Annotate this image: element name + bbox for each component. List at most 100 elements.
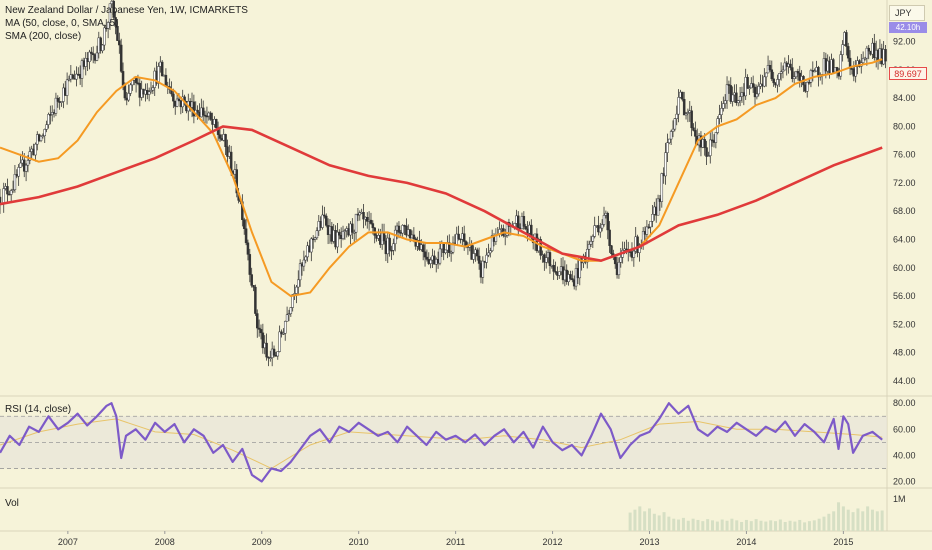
candle-body	[289, 307, 293, 314]
candle-body	[257, 327, 261, 330]
rsi-axis-label: 20.00	[893, 476, 916, 486]
candle-body	[112, 0, 115, 18]
candle-body	[770, 69, 774, 80]
candle-body	[278, 331, 281, 352]
candle-body	[718, 114, 721, 119]
candle-body	[649, 221, 652, 228]
candle-body	[703, 139, 706, 148]
candle-body	[647, 226, 651, 229]
candle-body	[75, 73, 78, 80]
candle-body	[846, 46, 850, 59]
volume-bar	[715, 521, 719, 531]
candle-body	[522, 216, 526, 227]
candle-body	[177, 98, 181, 102]
candle-body	[854, 66, 857, 77]
candle-body	[690, 110, 693, 129]
candle-body	[248, 254, 252, 275]
candle-body	[832, 59, 835, 73]
candle-body	[490, 235, 494, 252]
candle-body	[401, 225, 404, 234]
candle-body	[692, 127, 695, 131]
candle-body	[24, 164, 28, 172]
candle-body	[539, 239, 542, 256]
candle-body	[606, 212, 609, 231]
candle-body	[617, 261, 621, 276]
vol-legend[interactable]: Vol	[5, 498, 19, 509]
candle-body	[748, 87, 751, 90]
candle-body	[313, 237, 317, 240]
volume-bar	[740, 521, 744, 531]
candle-body	[242, 219, 246, 229]
candle-body	[88, 51, 91, 63]
candle-body	[250, 274, 253, 286]
volume-bar	[652, 513, 656, 531]
candle-body	[781, 69, 785, 72]
candle-body	[321, 214, 324, 228]
candle-body	[425, 256, 429, 260]
candle-body	[108, 3, 112, 23]
candle-body	[681, 91, 684, 100]
price-axis-label: 84.00	[893, 93, 916, 103]
volume-axis-label: 1M	[893, 494, 906, 504]
candle-body	[746, 77, 749, 89]
candle-body	[714, 132, 718, 143]
candle-body	[362, 212, 365, 220]
current-price-label: 89.697	[889, 67, 927, 80]
candle-body	[34, 143, 37, 156]
volume-bar	[812, 520, 816, 531]
candle-body	[56, 97, 60, 102]
candle-body	[571, 278, 574, 281]
candle-body	[884, 49, 887, 62]
candle-body	[619, 257, 623, 263]
candle-body	[682, 98, 686, 116]
candle-body	[47, 114, 50, 125]
candle-body	[119, 44, 123, 72]
candle-body	[865, 47, 869, 59]
candle-body	[341, 231, 345, 239]
time-axis-label: 2007	[58, 537, 78, 547]
candle-body	[636, 236, 639, 253]
candle-body	[839, 54, 843, 77]
candle-body	[705, 147, 708, 157]
volume-bar	[706, 519, 710, 531]
candle-body	[101, 44, 104, 52]
candle-body	[244, 228, 248, 244]
candle-body	[429, 259, 432, 264]
candle-body	[863, 57, 867, 60]
volume-bar	[681, 517, 685, 531]
volume-bar	[798, 519, 802, 531]
candle-body	[438, 248, 442, 264]
volume-bar	[856, 508, 860, 531]
candle-body	[256, 313, 259, 329]
candle-body	[755, 93, 759, 98]
volume-bar	[662, 512, 666, 531]
ma50-line	[0, 58, 883, 298]
candle-body	[304, 256, 307, 261]
volume-bar	[778, 519, 782, 531]
candle-body	[252, 285, 255, 288]
volume-bar	[749, 521, 753, 531]
candle-body	[2, 188, 5, 205]
candle-body	[503, 235, 507, 237]
volume-bar	[788, 520, 792, 531]
candle-body	[283, 321, 287, 334]
candle-body	[517, 215, 520, 228]
candle-body	[358, 212, 362, 216]
ma-legend[interactable]: MA (50, close, 0, SMA, 5)	[5, 18, 119, 29]
candle-body	[282, 333, 285, 335]
price-axis-label: 60.00	[893, 263, 916, 273]
candle-body	[768, 65, 772, 70]
candle-body	[114, 17, 117, 27]
candle-body	[26, 160, 30, 166]
volume-bar	[851, 512, 855, 531]
sma-legend[interactable]: SMA (200, close)	[5, 31, 82, 42]
candle-body	[809, 70, 813, 83]
rsi-legend[interactable]: RSI (14, close)	[5, 404, 72, 415]
volume-bar	[832, 511, 836, 531]
volume-bar	[628, 512, 632, 531]
candle-body	[475, 249, 479, 257]
currency-selector[interactable]: JPY	[889, 5, 925, 21]
candle-body	[796, 71, 800, 74]
rsi-axis-label: 40.00	[893, 450, 916, 460]
